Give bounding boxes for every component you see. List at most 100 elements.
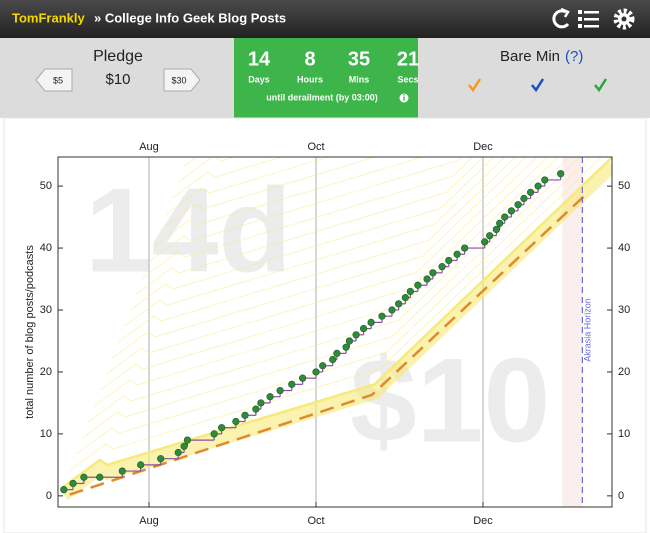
- datapoint: [218, 424, 226, 432]
- datapoint: [514, 201, 522, 209]
- datapoint: [406, 287, 414, 296]
- datapoint: [486, 232, 494, 240]
- datapoint: [329, 355, 337, 364]
- guide-line: [147, 157, 463, 263]
- datapoint: [252, 405, 260, 413]
- datapoint: [352, 331, 360, 339]
- countdown-value: 21: [397, 48, 419, 70]
- datapoint: [96, 473, 104, 481]
- guide-line: [153, 157, 424, 247]
- x-tick-label: Dec: [473, 515, 493, 527]
- guide-line: [177, 157, 236, 183]
- datapoint: [526, 188, 535, 196]
- guide-line: [105, 157, 538, 375]
- x-tick-label: Dec: [473, 141, 493, 153]
- datapoint: [180, 442, 188, 450]
- datapoint: [183, 436, 192, 444]
- x-tick-label: Aug: [139, 141, 159, 153]
- guide-line: [141, 157, 474, 279]
- pledge-amount: $10: [105, 71, 130, 88]
- guide-line: [99, 157, 549, 391]
- check-blue: [531, 78, 545, 93]
- info-icon[interactable]: [399, 93, 409, 103]
- countdown-value: 8: [304, 48, 315, 70]
- horizon-label: Akrasia Horizon: [583, 298, 593, 362]
- countdown-unit: Mins: [349, 74, 370, 84]
- datapoint: [541, 176, 549, 184]
- datapoint: [232, 417, 240, 426]
- bare-min-line: [69, 194, 586, 496]
- datapoint: [423, 275, 431, 283]
- y-tick-label: 40: [618, 242, 630, 254]
- decrease-button[interactable]: [35, 68, 73, 92]
- increase-label[interactable]: $30: [171, 75, 186, 85]
- datapoint: [388, 306, 396, 314]
- datapoint: [342, 343, 350, 351]
- guide-line: [93, 157, 560, 407]
- datapoint: [137, 461, 145, 469]
- countdown-note: until derailment (by 03:00): [266, 92, 378, 102]
- datapoint: [157, 455, 165, 463]
- datapoint: [312, 368, 320, 376]
- settings-icon[interactable]: [613, 8, 635, 30]
- countdown-box: [234, 38, 418, 118]
- x-tick-label: Oct: [307, 515, 324, 527]
- datapoint: [501, 213, 509, 221]
- y-tick-label: 50: [40, 180, 52, 192]
- y-tick-label: 10: [618, 428, 630, 440]
- watermark: $10: [350, 334, 550, 468]
- decrease-label[interactable]: $5: [53, 75, 63, 85]
- datapoint: [210, 430, 218, 438]
- guide-line: [81, 157, 581, 439]
- datapoint: [461, 244, 469, 252]
- datapoint: [333, 349, 341, 357]
- datapoint: [118, 467, 126, 475]
- guide-line: [123, 157, 506, 327]
- horizon-band: [562, 157, 583, 507]
- datapoint: [401, 294, 409, 302]
- datapoint: [241, 411, 249, 419]
- y-tick-label: 20: [618, 366, 630, 378]
- plot-frame: [57, 156, 613, 508]
- datapoint: [453, 250, 461, 258]
- increase-button[interactable]: [163, 68, 201, 92]
- help-link[interactable]: (?): [565, 48, 583, 65]
- guide-line: [135, 157, 485, 295]
- pledge-label: Pledge: [93, 48, 143, 65]
- refresh-icon[interactable]: [552, 7, 570, 29]
- datapoint: [429, 269, 437, 277]
- guide-line: [75, 157, 592, 455]
- countdown-unit: Days: [248, 74, 270, 84]
- datapoint: [445, 256, 453, 265]
- datapoint: [299, 374, 307, 382]
- datapoint: [481, 238, 489, 246]
- y-tick-label: 40: [40, 242, 52, 254]
- datapoint: [496, 219, 504, 227]
- countdown-unit: Secs: [397, 74, 418, 84]
- datapoint: [60, 486, 68, 494]
- guide-line: [171, 157, 283, 199]
- datapoint: [69, 479, 77, 488]
- datapoint: [266, 393, 274, 401]
- countdown-unit: Hours: [297, 74, 323, 84]
- y-tick-label: 50: [618, 180, 630, 192]
- datapoint: [534, 182, 542, 190]
- guide-line: [87, 157, 571, 423]
- countdown-value: 35: [348, 48, 370, 70]
- user-link[interactable]: TomFrankly: [12, 10, 85, 25]
- datapoint: [395, 300, 403, 308]
- datapoint: [276, 386, 284, 395]
- watermark: 14d: [85, 164, 292, 298]
- datapoint: [345, 337, 354, 345]
- list-icon[interactable]: [578, 10, 599, 28]
- datapoint: [492, 225, 500, 234]
- x-tick-label: Oct: [307, 141, 324, 153]
- goal-title: » College Info Geek Blog Posts: [94, 10, 286, 25]
- datapoint: [438, 263, 446, 271]
- check-orange: [468, 78, 482, 93]
- y-tick-label: 30: [40, 304, 52, 316]
- y-tick-label: 10: [40, 428, 52, 440]
- bare-min-label: Bare Min: [500, 48, 560, 65]
- datapoint: [288, 380, 296, 388]
